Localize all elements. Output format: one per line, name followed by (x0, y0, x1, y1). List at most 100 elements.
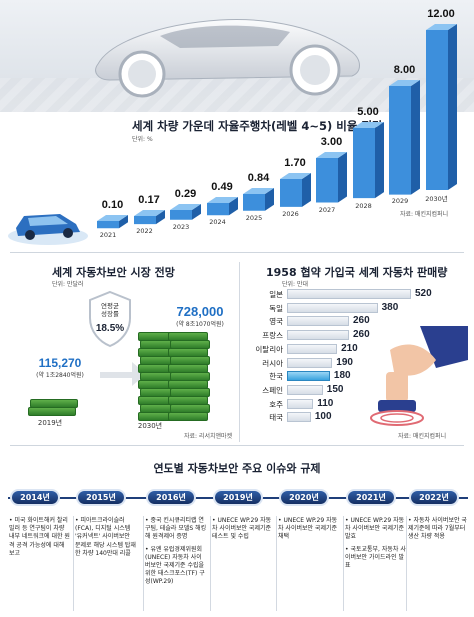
hbar-독일 (287, 302, 378, 313)
market-2030-sub: (약 8조1070억원) (176, 321, 224, 328)
hbar-value-영국: 260 (353, 315, 370, 327)
money-bundle (168, 412, 208, 421)
bar-label-프랑스: 프랑스 (262, 331, 283, 341)
market-2019-year: 2019년 (37, 419, 63, 427)
money-bundle (168, 364, 208, 373)
timeline-events-2014년: • 미국 화이트해커 찰리 밀러 등 연구팀이 차량 내부 네트워크에 대한 원… (9, 517, 71, 562)
year-label-2025: 2025 (245, 214, 263, 223)
hbar-value-독일: 380 (381, 301, 399, 313)
timeline-year-2021년: 2021년 (346, 489, 396, 506)
money-bundle (170, 340, 210, 349)
chart1-unit: 단위: % (132, 136, 153, 143)
money-bundle (168, 348, 208, 357)
bar-label-한국: 한국 (269, 372, 283, 382)
timeline-divider (143, 516, 144, 611)
bar-2029 (389, 79, 420, 195)
chart1-source: 자료: 매킨지컴퍼니 (400, 211, 449, 218)
hbar-영국 (287, 316, 349, 327)
chart2-source: 자료: 리서치앤마켓 (184, 433, 233, 440)
timeline-year-2019년: 2019년 (213, 489, 263, 506)
timeline-year-2020년: 2020년 (279, 489, 329, 506)
timeline-event: • UNECE WP.29 자동차 사이버보안 국제기준 발효 (345, 517, 405, 541)
timeline-event: • 피아트크라이슬러(FCA), 디지털 시스템 '유커넥트' 사이버보안 문제… (75, 517, 136, 557)
blue-car-icon (8, 214, 88, 245)
bar-2027 (316, 152, 347, 203)
bar-label-호주: 호주 (269, 399, 283, 409)
timeline-year-2016년: 2016년 (146, 489, 196, 506)
year-label-2023: 2023 (172, 222, 190, 231)
value-label-2023: 0.29 (174, 187, 197, 200)
value-label-2028: 5.00 (357, 106, 379, 119)
handshake-stamp-illustration (370, 326, 468, 426)
timeline-divider (276, 516, 277, 611)
value-label-2030년: 12.00 (427, 8, 455, 21)
bar-2021 (97, 214, 128, 228)
chart2-unit: 단위: 만달러 (52, 281, 84, 288)
market-2019-sub: (약 1조2840억원) (36, 372, 84, 379)
cagr-value: 18.5% (95, 323, 125, 334)
hbar-스페인 (287, 384, 323, 395)
timeline-event: • 유엔 유럽경제위원회(UNECE) 자동차 사이버보안 국제기준 수립을 위… (145, 545, 205, 586)
growth-arrow-icon (100, 362, 146, 386)
timeline-title: 연도별 자동차보안 주요 이슈와 규제 (153, 462, 321, 475)
hbar-러시아 (287, 357, 333, 368)
timeline-event: • 자동차 사이버보안 국제기준에 따라 7월부터 생산 차량 적용 (408, 517, 467, 541)
shield-icon (89, 290, 131, 348)
year-label-2028: 2028 (355, 201, 372, 210)
hbar-일본 (287, 289, 411, 299)
bar-label-일본: 일본 (269, 290, 283, 299)
money-bundle (30, 399, 78, 408)
year-label-2022: 2022 (136, 226, 153, 235)
value-label-2027: 3.00 (320, 136, 343, 149)
hbar-프랑스 (287, 330, 349, 341)
hbar-value-프랑스: 260 (353, 329, 370, 341)
timeline-year-2014년: 2014년 (10, 489, 60, 506)
hbar-이탈리아 (287, 343, 338, 354)
section-divider-2 (10, 445, 464, 446)
bar-label-태국: 태국 (269, 413, 283, 423)
hbar-value-호주: 110 (317, 397, 334, 409)
hbar-value-스페인: 150 (326, 383, 344, 395)
timeline-events-2016년: • 중국 킨시큐리티랩 연구팀, 테슬라 모델S 해킹해 원격제어 증명 • 유엔… (145, 517, 207, 591)
timeline-events-2021년: • UNECE WP.29 자동차 사이버보안 국제기준 발효 • 국토교통부, … (345, 517, 407, 574)
bar-2022 (133, 209, 165, 224)
money-bundle (170, 356, 210, 365)
year-label-2026: 2026 (282, 210, 299, 218)
section-separator (239, 262, 240, 442)
bar-2023 (170, 203, 201, 220)
hbar-호주 (287, 398, 314, 409)
hbar-value-태국: 100 (314, 411, 332, 423)
money-bundle (170, 404, 210, 413)
bar-2024 (206, 197, 238, 216)
timeline-events-2019년: • UNECE WP.29 자동차 사이버보안 국제기준 테스트 및 수립 (212, 517, 274, 546)
hbar-value-일본: 520 (415, 288, 432, 299)
timeline-event: • UNECE WP.29 자동차 사이버보안 국제기준 채택 (278, 517, 338, 541)
chart3-title: 1958 협약 가입국 세계 자동차 판매량 (266, 266, 448, 279)
timeline-divider (406, 516, 407, 611)
money-bundle (28, 407, 76, 416)
hbar-value-한국: 180 (333, 370, 351, 382)
value-label-2021: 0.10 (101, 198, 124, 211)
year-label-2029: 2029 (391, 197, 409, 206)
money-bundle (170, 372, 210, 381)
year-label-2027: 2027 (318, 205, 336, 214)
bar-label-이탈리아: 이탈리아 (255, 344, 283, 354)
hbar-value-러시아: 190 (336, 356, 353, 368)
concept-car-illustration (95, 19, 360, 98)
value-label-2022: 0.17 (138, 193, 160, 206)
section-divider (10, 252, 464, 253)
bar-label-러시아: 러시아 (262, 358, 283, 368)
bar-2030년 (425, 24, 457, 191)
timeline-divider (210, 516, 211, 611)
chart1-title: 세계 차량 가운데 자율주행차(레벨 4~5) 비율 전망 (132, 119, 383, 133)
market-2030-year: 2030년 (137, 422, 163, 430)
money-bundle (168, 332, 208, 341)
timeline-year-2022년: 2022년 (409, 489, 459, 506)
money-bundle (170, 388, 210, 397)
timeline-events-2022년: • 자동차 사이버보안 국제기준에 따라 7월부터 생산 차량 적용 (408, 517, 470, 546)
bar-label-영국: 영국 (269, 317, 283, 327)
hbar-태국 (287, 412, 311, 423)
bar-2028 (352, 122, 384, 199)
money-bundle (168, 380, 208, 389)
hbar-value-이탈리아: 210 (341, 342, 358, 354)
